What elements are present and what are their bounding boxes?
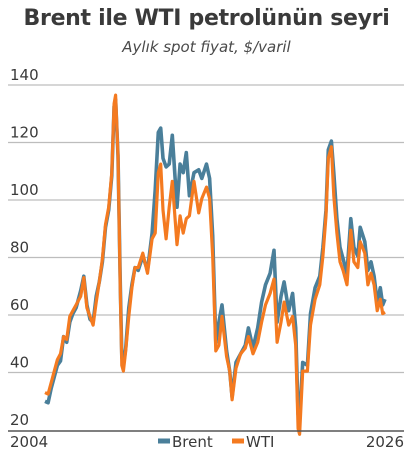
grid-lines xyxy=(8,84,404,374)
y-tick-label-120: 120 xyxy=(10,124,39,142)
x-tick-label-end: 2026 xyxy=(366,433,404,451)
series-lines xyxy=(44,93,387,436)
y-tick-label-40: 40 xyxy=(10,354,29,372)
y-tick-labels: 20 40 60 80 100 120 140 xyxy=(10,66,39,429)
y-tick-label-60: 60 xyxy=(10,296,29,314)
x-tick-label-start: 2004 xyxy=(10,433,48,451)
y-tick-label-20: 20 xyxy=(10,411,29,429)
legend-label-wti: WTI xyxy=(246,433,274,451)
chart-subtitle: Aylık spot fiyat, $/varil xyxy=(122,38,291,56)
y-tick-label-80: 80 xyxy=(10,239,29,257)
series-line-brent xyxy=(44,97,387,422)
y-tick-label-100: 100 xyxy=(10,181,39,199)
chart-title: Brent ile WTI petrolünün seyri xyxy=(23,6,390,31)
y-tick-label-140: 140 xyxy=(10,66,39,84)
legend-label-brent: Brent xyxy=(172,433,213,451)
legend: Brent WTI xyxy=(158,433,274,451)
x-tick-labels: 2004 2026 xyxy=(10,433,404,451)
series-line-wti xyxy=(44,93,386,436)
